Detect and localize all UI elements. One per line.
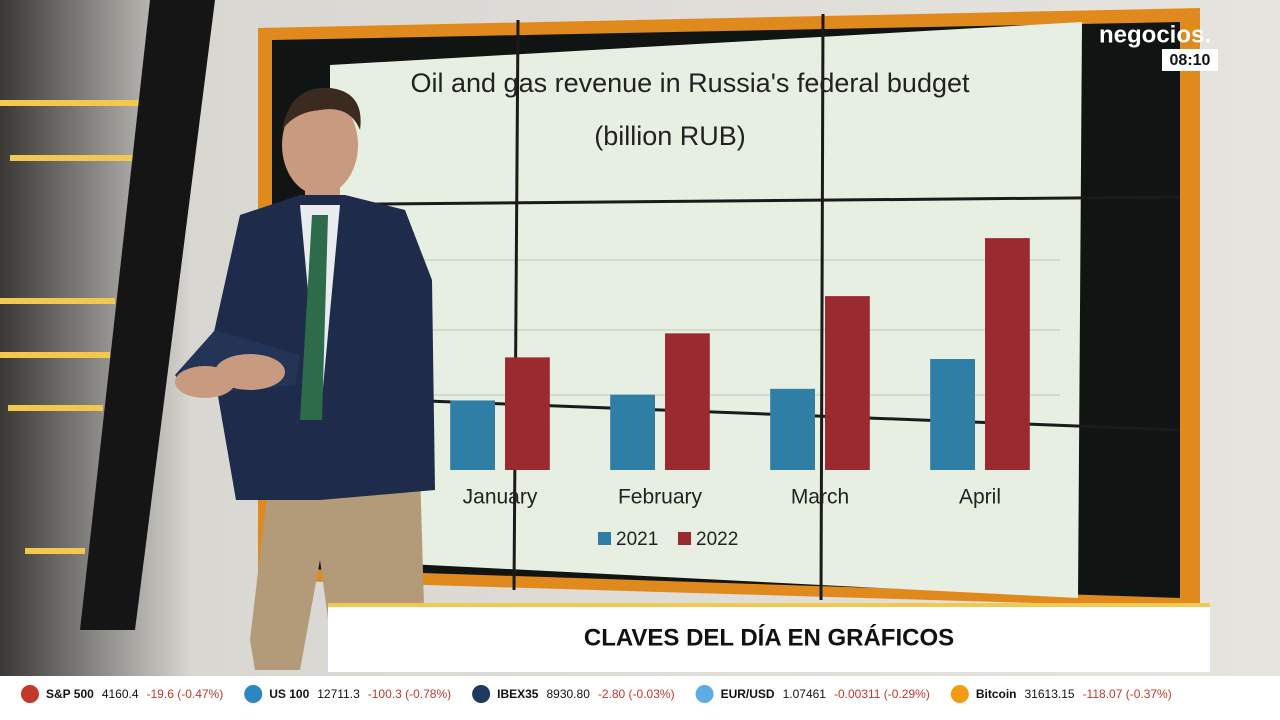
x-tick-label: January: [463, 486, 538, 509]
ticker-name: Bitcoin: [976, 687, 1017, 701]
chart: Oil and gas revenue in Russia's federal …: [411, 68, 1030, 550]
ticker-change: -19.6 (-0.47%): [147, 687, 224, 701]
ticker-name: S&P 500: [46, 687, 94, 701]
ticker-change: -2.80 (-0.03%): [598, 687, 675, 701]
ticker-price: 12711.3: [317, 687, 360, 701]
bar: [825, 296, 870, 470]
brand-name: negocios.: [1099, 21, 1211, 48]
ticker-price: 31613.15: [1025, 687, 1075, 701]
clock: 08:10: [1170, 52, 1211, 69]
ticker-change: -118.07 (-0.37%): [1083, 687, 1172, 701]
bar: [505, 357, 550, 470]
x-tick-label: February: [618, 486, 703, 509]
ticker-price: 4160.4: [102, 687, 139, 701]
bar: [665, 333, 710, 470]
ticker-icon: [695, 685, 714, 703]
chart-subtitle: (billion RUB): [594, 121, 746, 151]
legend-swatch: [598, 532, 611, 545]
ticker-change: -100.3 (-0.78%): [368, 687, 451, 701]
studio-lights: [0, 100, 140, 554]
bar: [985, 238, 1030, 470]
ticker-icon: [244, 685, 263, 703]
bar: [450, 400, 495, 470]
bar: [930, 359, 975, 470]
lower-third: [328, 603, 1210, 672]
legend-label: 2021: [616, 529, 658, 550]
ticker: S&P 500 4160.4 -19.6 (-0.47%) US 100 12711.3…: [21, 685, 1172, 703]
ticker-icon: [950, 685, 969, 703]
bar: [610, 394, 655, 470]
x-tick-label: March: [791, 486, 849, 509]
lower-third-text: CLAVES DEL DÍA EN GRÁFICOS: [584, 623, 954, 651]
chart-title: Oil and gas revenue in Russia's federal …: [411, 68, 970, 98]
ticker-icon: [472, 685, 491, 703]
bar: [770, 388, 815, 470]
ticker-change: -0.00311 (-0.29%): [834, 687, 930, 701]
ticker-name: EUR/USD: [721, 687, 775, 701]
ticker-name: IBEX35: [497, 687, 539, 701]
ticker-price: 8930.80: [546, 687, 590, 701]
ticker-price: 1.07461: [783, 687, 827, 701]
ticker-icon: [21, 685, 39, 703]
clock-box: [1162, 49, 1218, 71]
legend-swatch: [678, 532, 691, 545]
legend-label: 2022: [696, 529, 738, 550]
ticker-name: US 100: [269, 687, 309, 701]
x-tick-label: April: [959, 486, 1001, 509]
chart-panel: [330, 22, 1082, 598]
lower-third-accent: [328, 603, 1210, 607]
pillar: [80, 0, 215, 630]
ticker-bar: [0, 676, 1280, 720]
